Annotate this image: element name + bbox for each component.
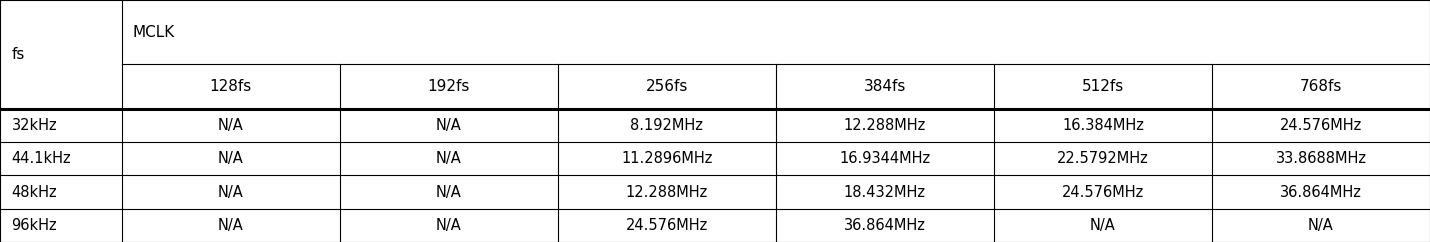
Text: N/A: N/A: [436, 151, 462, 166]
Text: 12.288MHz: 12.288MHz: [844, 118, 927, 133]
Text: 256fs: 256fs: [645, 79, 688, 94]
Text: 768fs: 768fs: [1300, 79, 1343, 94]
Text: 11.2896MHz: 11.2896MHz: [621, 151, 712, 166]
Text: 384fs: 384fs: [864, 79, 907, 94]
Text: N/A: N/A: [217, 151, 243, 166]
Text: 16.9344MHz: 16.9344MHz: [839, 151, 931, 166]
Text: 24.576MHz: 24.576MHz: [625, 218, 708, 233]
Text: 16.384MHz: 16.384MHz: [1062, 118, 1144, 133]
Text: N/A: N/A: [436, 185, 462, 200]
Text: 36.864MHz: 36.864MHz: [1280, 185, 1361, 200]
Text: 32kHz: 32kHz: [11, 118, 57, 133]
Text: 192fs: 192fs: [428, 79, 470, 94]
Text: 36.864MHz: 36.864MHz: [844, 218, 925, 233]
Text: MCLK: MCLK: [133, 25, 176, 39]
Text: 512fs: 512fs: [1081, 79, 1124, 94]
Text: 12.288MHz: 12.288MHz: [625, 185, 708, 200]
Text: 8.192MHz: 8.192MHz: [631, 118, 704, 133]
Text: 96kHz: 96kHz: [11, 218, 57, 233]
Text: N/A: N/A: [1308, 218, 1334, 233]
Text: 22.5792MHz: 22.5792MHz: [1057, 151, 1148, 166]
Text: 18.432MHz: 18.432MHz: [844, 185, 925, 200]
Text: N/A: N/A: [217, 218, 243, 233]
Text: 44.1kHz: 44.1kHz: [11, 151, 72, 166]
Text: N/A: N/A: [217, 118, 243, 133]
Text: 128fs: 128fs: [209, 79, 252, 94]
Text: N/A: N/A: [436, 218, 462, 233]
Text: N/A: N/A: [1090, 218, 1115, 233]
Text: N/A: N/A: [436, 118, 462, 133]
Text: 33.8688MHz: 33.8688MHz: [1276, 151, 1367, 166]
Text: 48kHz: 48kHz: [11, 185, 57, 200]
Text: N/A: N/A: [217, 185, 243, 200]
Text: 24.576MHz: 24.576MHz: [1061, 185, 1144, 200]
Text: 24.576MHz: 24.576MHz: [1280, 118, 1363, 133]
Text: fs: fs: [11, 47, 24, 62]
